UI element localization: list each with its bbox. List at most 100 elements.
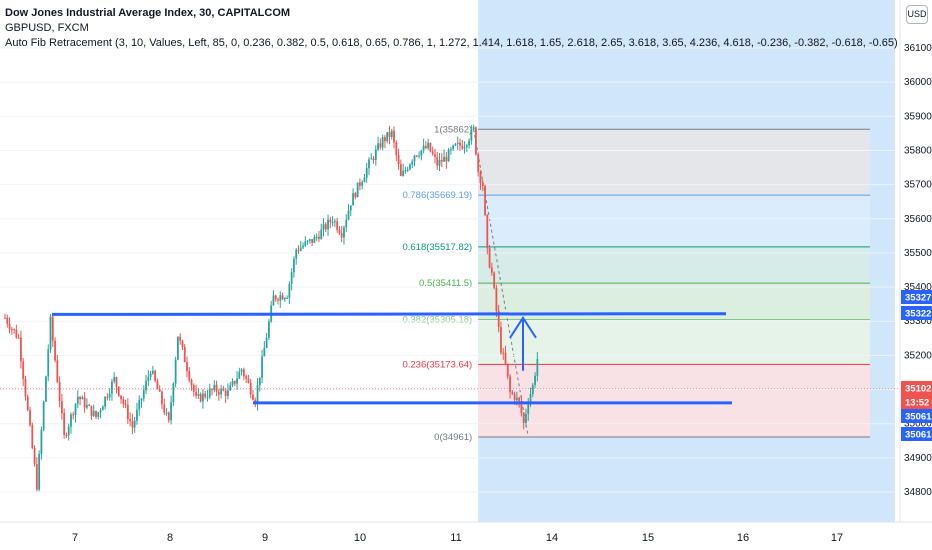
candle-body [140, 398, 143, 401]
price-tag-label: 35322 [905, 309, 931, 320]
candle-body [461, 145, 464, 149]
candle-body [95, 410, 97, 417]
candle-body [79, 396, 81, 400]
candle-body [436, 156, 439, 166]
candle-body [174, 359, 177, 384]
candle-body [418, 155, 420, 157]
candle-body [525, 413, 527, 424]
candle-body [361, 182, 364, 186]
fib-zone-0.382 [478, 319, 870, 365]
candle-body [149, 373, 152, 377]
candle-body [51, 316, 54, 341]
candle-body [104, 396, 106, 407]
candle-body [81, 397, 84, 400]
candle-body [97, 412, 100, 417]
candle-body [515, 397, 518, 401]
candle-body [520, 401, 523, 414]
candle-body [465, 145, 468, 148]
candle-body [424, 145, 427, 149]
candle-body [450, 149, 452, 151]
candle-body [211, 389, 213, 391]
candle-body [531, 384, 534, 394]
fib-zone-0.236 [478, 364, 870, 438]
candle-body [527, 403, 530, 414]
candle-body [202, 393, 204, 402]
candle-body [513, 393, 516, 401]
resistance-line[interactable] [51, 312, 727, 316]
candle-body [504, 352, 507, 364]
candle-body [493, 272, 496, 288]
candle-body [434, 154, 436, 157]
candle-body [429, 142, 432, 152]
fib-label: 0.236(35173.64) [402, 359, 472, 370]
candle-body [204, 393, 207, 397]
currency-button[interactable]: USD [906, 5, 928, 24]
candle-body [456, 142, 459, 144]
candle-body [133, 420, 136, 428]
candle-body [111, 381, 113, 394]
candle-body [63, 413, 66, 435]
candle-body [101, 406, 104, 411]
candle-body [481, 182, 484, 187]
candle-body [463, 147, 466, 149]
candle-body [49, 316, 52, 350]
candle-body [265, 337, 268, 348]
candle-body [231, 381, 234, 386]
candle-body [161, 391, 163, 405]
candle-body [488, 248, 491, 268]
candle-body [252, 394, 254, 400]
y-tick-label: 35900 [904, 111, 932, 122]
candle-body [138, 400, 141, 410]
x-tick-label: 8 [167, 532, 173, 544]
candle-body [363, 177, 366, 183]
price-tag-label: 13:52 [905, 398, 929, 409]
candle-body [60, 400, 63, 414]
candle-body [522, 413, 525, 424]
symbol-title[interactable]: Dow Jones Industrial Average Index, 30, … [5, 7, 291, 19]
candle-body [4, 317, 6, 319]
candle-body [333, 221, 336, 223]
candle-body [17, 337, 20, 339]
candle-body [92, 410, 95, 417]
candle-body [24, 378, 27, 397]
candle-body [217, 391, 220, 395]
fib-zone-0.786 [478, 195, 870, 247]
indicator-label[interactable]: Auto Fib Retracement (3, 10, Values, Lef… [5, 37, 898, 49]
candle-body [293, 258, 295, 273]
candle-body [413, 155, 416, 162]
candle-body [311, 239, 314, 243]
price-tag [901, 381, 932, 395]
candle-body [440, 159, 443, 162]
candle-body [368, 159, 370, 169]
candle-body [370, 158, 373, 160]
candle-body [177, 336, 179, 360]
candle-body [13, 328, 15, 330]
candle-body [179, 336, 182, 341]
x-tick-label: 15 [642, 532, 654, 544]
candle-body [83, 397, 86, 408]
candle-body [331, 222, 334, 224]
candle-body [47, 349, 50, 377]
candle-body [356, 182, 359, 198]
up-arrow-head[interactable] [509, 315, 537, 339]
fib-label: 0(34961) [434, 432, 472, 443]
candle-body [26, 396, 29, 410]
candle-body [377, 143, 379, 150]
price-tag-label: 35102 [905, 384, 931, 395]
fib-label: 0.382(35305.18) [402, 314, 472, 325]
candle-body [208, 389, 211, 397]
compare-symbol[interactable]: GBPUSD, FXCM [5, 22, 89, 34]
candle-body [349, 205, 352, 211]
candle-body [242, 369, 245, 377]
candle-body [147, 376, 150, 381]
y-tick-label: 35300 [904, 316, 932, 327]
candle-body [35, 464, 38, 490]
candle-body [438, 159, 441, 166]
candle-body [170, 402, 172, 421]
candle-body [404, 170, 407, 172]
candle-body [20, 337, 22, 362]
y-tick-label: 36000 [904, 77, 932, 88]
y-tick-label: 35700 [904, 180, 932, 191]
